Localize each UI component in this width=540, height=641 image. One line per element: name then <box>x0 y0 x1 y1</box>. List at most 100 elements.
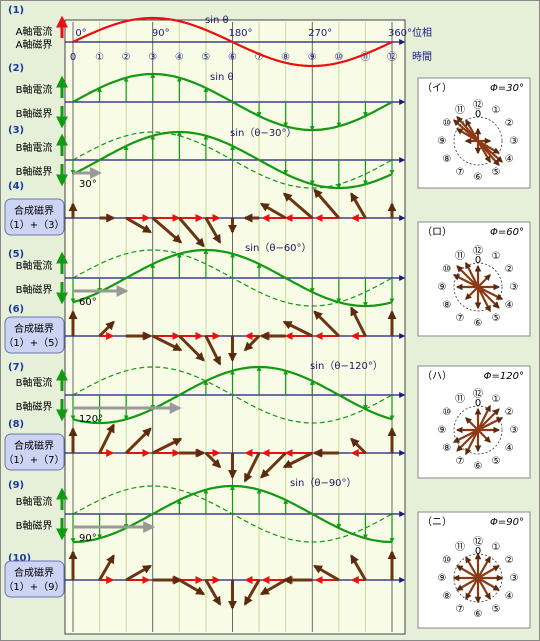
clock-label: ⑥ <box>474 609 483 620</box>
clock-label: ⑩ <box>442 264 451 275</box>
field-label: A軸磁界 <box>16 38 53 51</box>
wave-curve <box>72 365 393 425</box>
phase-tick-label: 0° <box>75 28 86 39</box>
combined-field-arrow <box>178 334 205 362</box>
panel-field-arrow <box>465 119 479 142</box>
clock-label: ① <box>492 105 501 116</box>
combined-field-arrow <box>125 427 152 455</box>
clock-label: ⑧ <box>442 443 451 454</box>
panel-label: （イ） <box>422 82 452 94</box>
panel-field-arrow <box>456 565 479 579</box>
combined-field-arrow <box>313 310 340 338</box>
phase-tick-label: 90° <box>152 28 170 39</box>
panel-field-arrow <box>465 261 479 288</box>
phase-tick-label: 180° <box>228 28 252 39</box>
panel-label: （ハ） <box>422 370 452 382</box>
row-number: (5) <box>8 249 24 260</box>
panel-field-arrow <box>477 286 504 300</box>
combined-field-arrow <box>152 334 183 352</box>
panel-label: （ニ） <box>422 516 452 528</box>
time-tick-label: ② <box>122 52 131 63</box>
clock-label: ⑤ <box>492 313 501 324</box>
clock-label: ⑥ <box>474 318 483 329</box>
clock-label: ⑪ <box>455 250 465 262</box>
time-tick-label: ④ <box>175 52 184 63</box>
clock-label: ⑦ <box>456 313 465 324</box>
combined-field-arrow <box>282 451 313 469</box>
combined-field-arrow <box>282 320 313 338</box>
clock-label: ⑤ <box>492 456 501 467</box>
clock-label: ③ <box>510 573 519 584</box>
combined-field-arrow <box>204 217 222 244</box>
clock-label: ① <box>492 542 501 553</box>
clock-label: ① <box>492 394 501 405</box>
clock-label: ⑤ <box>492 167 501 178</box>
shift-label: 30° <box>79 179 97 190</box>
combined-field-arrow <box>98 554 115 581</box>
panel-field-arrow <box>477 565 500 579</box>
clock-label: ⑫ <box>473 388 483 400</box>
combined-field-arrow <box>313 188 340 219</box>
combined-formula: （1）+（3） <box>3 219 64 231</box>
panel-field-arrow <box>456 429 479 452</box>
combined-title: 合成磁界 <box>14 322 54 335</box>
panel-field-arrow <box>477 577 500 591</box>
combined-formula: （1）+（5） <box>3 337 64 349</box>
curve-label: sin（θ−60°） <box>245 242 312 254</box>
phase-tick-label: 360° <box>388 28 412 39</box>
combined-field-arrow <box>243 452 261 483</box>
row-number: (3) <box>8 125 24 136</box>
clock-label: ② <box>505 407 514 418</box>
shift-label: 60° <box>79 297 97 308</box>
time-tick-label: ⑥ <box>228 52 237 63</box>
panel-field-arrow <box>456 577 479 591</box>
wave-curve <box>72 16 393 68</box>
field-label: B軸磁界 <box>16 107 53 120</box>
clock-label: ⑦ <box>456 456 465 467</box>
field-label: B軸磁界 <box>16 165 53 178</box>
curve-label: sin（θ−120°） <box>310 360 383 372</box>
combined-field-arrow <box>259 202 287 220</box>
current-label: B軸電流 <box>16 83 53 96</box>
time-tick-label: ⑪ <box>360 51 370 63</box>
clock-label: ⑦ <box>456 604 465 615</box>
clock-label: ④ <box>505 154 514 165</box>
field-label: B軸磁界 <box>16 283 53 296</box>
panel-phi: Φ=120° <box>484 371 524 382</box>
curve-label: sin θ <box>210 72 234 83</box>
panel-field-arrow <box>465 556 479 579</box>
clock-label: ⑨ <box>438 282 447 293</box>
wave-curve <box>72 248 393 308</box>
combined-field-arrow <box>151 216 183 244</box>
clock-label: ⑥ <box>474 461 483 472</box>
row-number: (7) <box>8 362 24 373</box>
time-tick-label: ③ <box>148 52 157 63</box>
row-number: (8) <box>8 419 24 430</box>
clock-label: ③ <box>510 136 519 147</box>
current-label: A軸電流 <box>16 25 53 38</box>
current-label: B軸電流 <box>16 495 53 508</box>
combined-field-arrow <box>152 437 183 455</box>
row-number: (4) <box>8 181 24 192</box>
clock-label: ④ <box>505 300 514 311</box>
combined-field-arrow <box>98 423 115 454</box>
field-label: B軸磁界 <box>16 400 53 413</box>
combined-field-arrow <box>178 217 205 248</box>
clock-zero: 0 <box>475 255 481 266</box>
combined-field-arrow <box>350 192 367 219</box>
combined-field-arrow <box>243 579 261 606</box>
clock-label: ⑪ <box>455 393 465 405</box>
clock-label: ③ <box>510 282 519 293</box>
panel-field-arrow <box>477 274 491 288</box>
time-tick-label: 0 <box>70 52 76 63</box>
combined-title: 合成磁界 <box>14 439 54 452</box>
combined-label-box <box>4 316 65 354</box>
chart-area <box>64 19 406 635</box>
combined-field-arrow <box>259 578 287 596</box>
row-number: (10) <box>8 553 31 564</box>
clock-label: ① <box>492 251 501 262</box>
curve-label: sin（θ−30°） <box>230 127 297 139</box>
combined-title: 合成磁界 <box>14 204 54 217</box>
panel-field-arrow <box>452 274 479 288</box>
combined-field-arrow <box>350 437 367 455</box>
